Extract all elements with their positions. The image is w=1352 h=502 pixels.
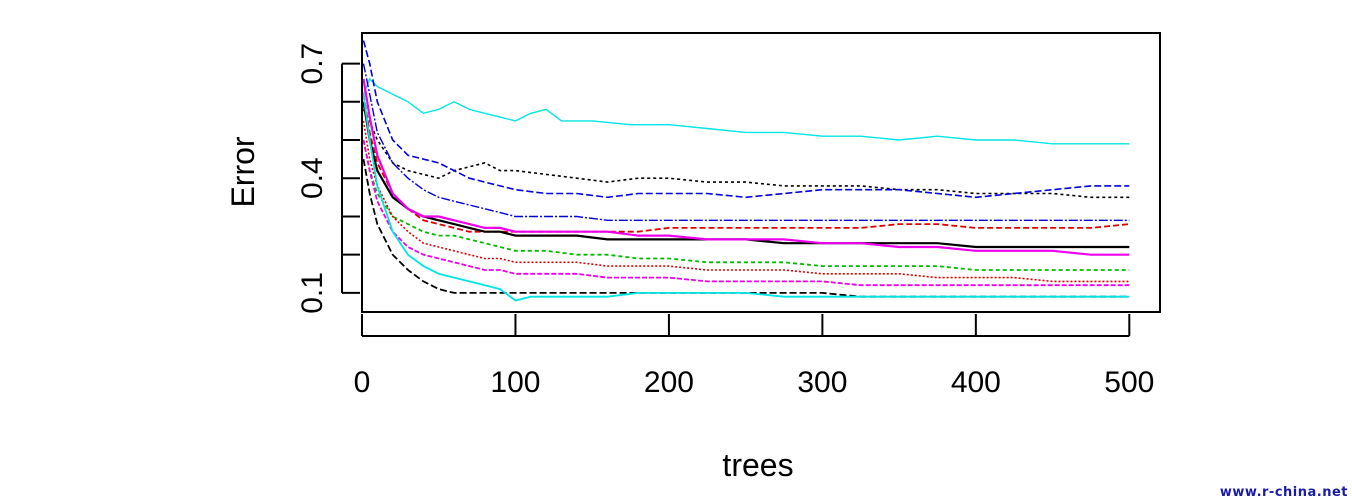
series-1 xyxy=(362,77,1130,145)
series-line-1 xyxy=(362,77,1130,145)
plot-frame xyxy=(361,32,1161,313)
series-line-8 xyxy=(362,139,1130,271)
series-9 xyxy=(362,120,1130,283)
series-10 xyxy=(362,139,1130,287)
series-4 xyxy=(362,63,1130,222)
series-12 xyxy=(362,94,1130,302)
site-watermark: www.r-china.net xyxy=(1219,485,1348,500)
x-tick-label: 200 xyxy=(644,366,694,399)
series-line-9 xyxy=(362,120,1130,283)
x-tick-label: 0 xyxy=(354,366,371,399)
series-8 xyxy=(362,139,1130,271)
x-tick-label: 400 xyxy=(951,366,1001,399)
x-axis-title: trees xyxy=(722,447,793,483)
series-line-2 xyxy=(362,109,1130,199)
series-line-4 xyxy=(362,63,1130,222)
series-line-10 xyxy=(362,139,1130,287)
y-tick-label: 0.7 xyxy=(296,43,329,85)
series-line-3 xyxy=(362,40,1130,199)
x-tick-label: 300 xyxy=(797,366,847,399)
y-tick-label: 0.1 xyxy=(296,272,329,314)
series-line-12 xyxy=(362,94,1130,302)
series-line-5 xyxy=(362,94,1130,233)
y-axis-title: Error xyxy=(225,136,261,207)
x-tick-label: 500 xyxy=(1104,366,1154,399)
series-line-7 xyxy=(362,78,1130,256)
series-5 xyxy=(362,94,1130,233)
series-3 xyxy=(362,40,1130,199)
y-tick-label: 0.4 xyxy=(296,157,329,199)
series-7 xyxy=(362,78,1130,256)
x-tick-label: 100 xyxy=(490,366,540,399)
x-axis: 0 100 200 300 400 500 xyxy=(354,314,1154,399)
series-2 xyxy=(362,109,1130,199)
series-layer xyxy=(362,40,1130,302)
y-axis: 0.1 0.4 0.7 xyxy=(296,43,360,314)
